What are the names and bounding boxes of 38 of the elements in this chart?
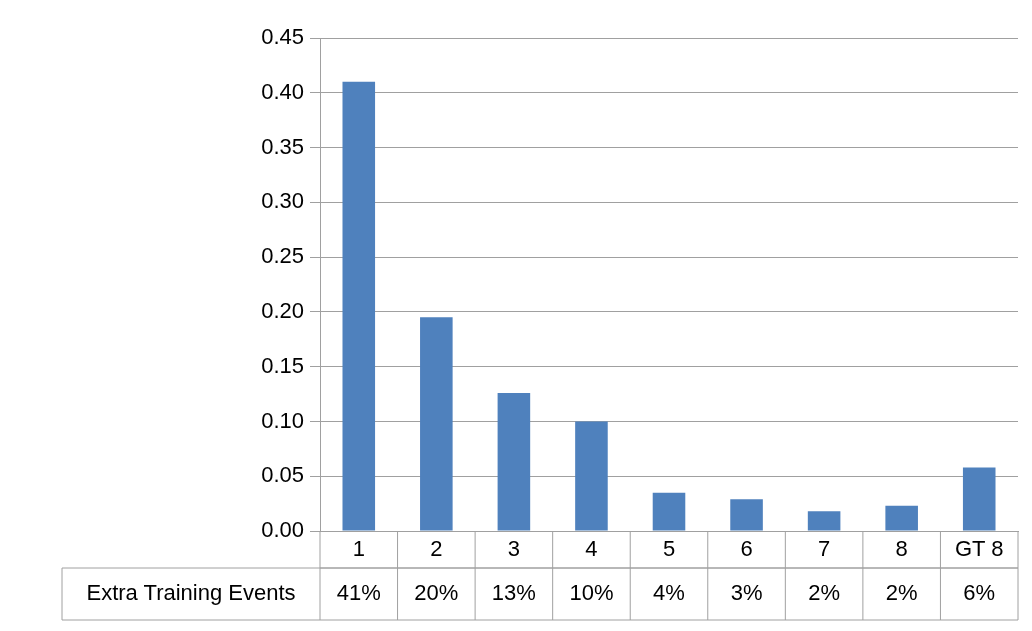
y-tick-label: 0.35 [261,133,304,159]
x-tick-label: 5 [662,535,676,561]
y-tick-label: 0.25 [261,243,304,269]
x-tick-label: 6 [740,535,753,561]
x-tick-label: 3 [507,535,521,561]
x-tick-label: 2 [430,535,443,561]
bar [885,505,918,531]
data-label: 4% [653,580,685,606]
x-tick-label: 4 [585,535,598,561]
bar [652,492,686,531]
y-tick-label: 0.05 [261,462,304,488]
x-tick-label: 8 [895,535,908,561]
data-label: 2% [808,580,841,606]
x-tick-label: 1 [352,535,365,561]
y-tick-label: 0.45 [261,24,304,50]
data-label: 13% [491,580,536,606]
data-label: 2% [885,580,918,606]
data-label: 20% [414,580,459,606]
bar [962,467,996,531]
bar [730,499,763,531]
text: Extra Training Events [86,580,296,606]
x-tick-label: 7 [817,535,831,561]
bar [497,392,531,531]
bar [342,81,376,531]
data-label: 6% [963,580,996,606]
x-tick-label: GT 8 [954,535,1004,561]
bar [807,511,841,531]
data-label: 3% [730,580,763,606]
y-tick-label: 0.30 [261,188,304,214]
y-tick-label: 0.10 [261,407,304,433]
y-tick-label: 0.15 [261,352,304,378]
y-tick-label: 0.00 [261,517,304,543]
bar [420,317,453,531]
data-label: 41% [336,580,381,606]
y-tick-label: 0.20 [261,297,304,323]
y-tick-label: 0.40 [261,78,304,104]
data-label: 10% [569,580,614,606]
bar [575,421,608,531]
